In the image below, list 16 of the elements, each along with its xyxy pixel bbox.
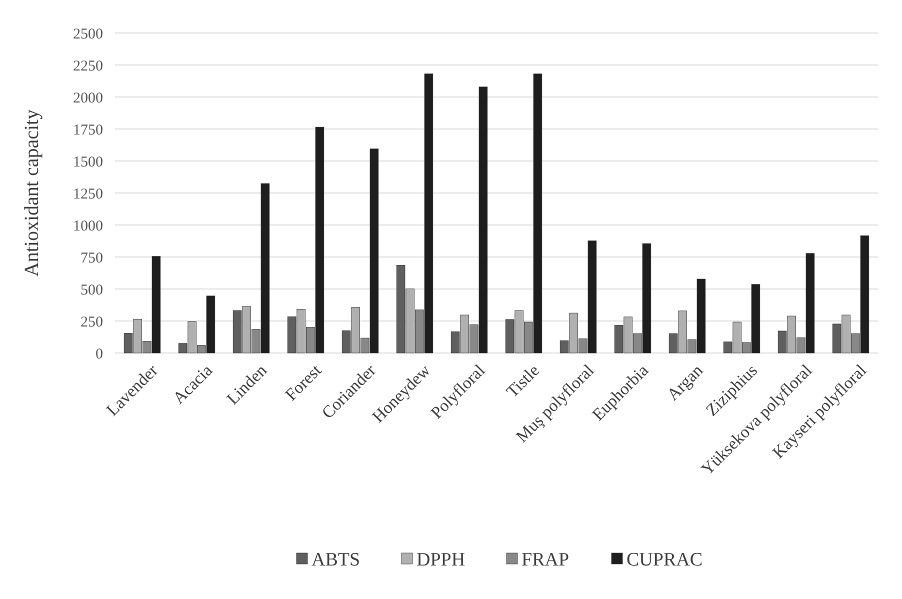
legend-label: CUPRAC: [626, 550, 703, 571]
y-tick-label: 0: [96, 346, 103, 362]
y-tick-label: 1000: [73, 218, 103, 234]
y-tick-label: 750: [80, 250, 103, 266]
y-tick-label: 250: [80, 314, 103, 330]
y-tick-label: 1750: [73, 122, 103, 138]
y-tick-label: 2250: [73, 58, 103, 74]
legend-label: DPPH: [416, 550, 466, 571]
y-tick-label: 1250: [73, 186, 103, 202]
y-tick-label: 2000: [73, 90, 103, 106]
y-tick-label: 1500: [73, 154, 103, 170]
y-tick-label: 500: [80, 282, 103, 298]
y-axis-title: Antioxidant capacity: [21, 109, 43, 277]
legend-label: FRAP: [522, 550, 570, 571]
y-tick-label: 2500: [73, 26, 103, 42]
legend-label: ABTS: [312, 550, 360, 571]
